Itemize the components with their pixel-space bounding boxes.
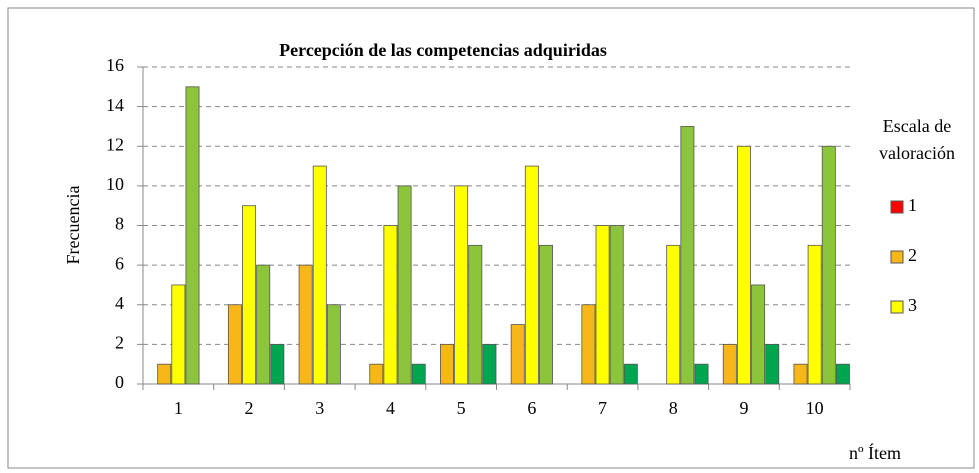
- bar: [227, 304, 242, 385]
- bar: [468, 244, 483, 385]
- y-tick-label: 8: [115, 214, 124, 234]
- bar: [242, 205, 257, 385]
- bar: [694, 363, 709, 385]
- bar: [185, 86, 200, 385]
- bar: [454, 185, 469, 385]
- bar: [722, 343, 737, 385]
- x-tick-label: 5: [457, 398, 466, 418]
- x-tick-label: 7: [598, 398, 607, 418]
- bar: [157, 363, 172, 385]
- legend-label: 1: [908, 195, 917, 215]
- bar: [807, 244, 822, 385]
- bar: [411, 363, 426, 385]
- legend-title: Escala de: [883, 116, 951, 136]
- bar: [440, 343, 454, 385]
- y-tick-label: 16: [106, 55, 124, 75]
- legend-label: 3: [908, 295, 917, 315]
- bar: [595, 225, 610, 385]
- x-tick-label: 3: [315, 398, 324, 418]
- bar: [312, 165, 327, 385]
- x-tick-label: 4: [386, 398, 395, 418]
- legend-swatch: [890, 300, 904, 314]
- bar: [171, 284, 186, 385]
- bar: [793, 363, 808, 385]
- bar: [524, 165, 539, 385]
- y-tick-label: 6: [115, 253, 124, 273]
- bar: [539, 244, 553, 385]
- legend-label: 2: [908, 245, 917, 265]
- bar: [821, 145, 836, 385]
- y-tick-label: 2: [115, 333, 124, 353]
- bar: [298, 264, 313, 385]
- bar: [835, 363, 850, 385]
- bar: [623, 363, 638, 385]
- legend-swatch: [890, 250, 904, 264]
- bar: [510, 324, 525, 385]
- x-tick-label: 8: [669, 398, 678, 418]
- bar: [326, 304, 341, 385]
- bar: [736, 145, 751, 385]
- bar: [666, 244, 681, 385]
- bar: [680, 126, 695, 385]
- x-axis-label: nº Ítem: [849, 442, 901, 463]
- bar: [369, 363, 384, 385]
- legend-title: valoración: [879, 143, 955, 163]
- y-axis-label: Frecuencia: [63, 186, 83, 265]
- y-tick-label: 14: [106, 95, 124, 115]
- bar: [751, 284, 766, 385]
- legend-swatch: [890, 200, 904, 214]
- x-tick-label: 10: [806, 398, 824, 418]
- y-tick-label: 4: [115, 293, 124, 313]
- y-tick-label: 12: [106, 134, 124, 154]
- bar: [383, 225, 398, 385]
- bar: [609, 225, 624, 385]
- bar: [765, 343, 780, 385]
- y-tick-label: 10: [106, 174, 124, 194]
- chart-border: [7, 7, 975, 469]
- bar: [397, 185, 412, 385]
- bar: [270, 343, 285, 385]
- bar: [482, 343, 497, 385]
- x-tick-label: 1: [174, 398, 183, 418]
- y-tick-label: 0: [115, 372, 124, 392]
- chart-title: Percepción de las competencias adquirida…: [279, 40, 607, 60]
- bar: [256, 264, 271, 385]
- x-tick-label: 6: [527, 398, 536, 418]
- x-tick-label: 2: [245, 398, 254, 418]
- x-tick-label: 9: [739, 398, 748, 418]
- bar: [581, 304, 596, 385]
